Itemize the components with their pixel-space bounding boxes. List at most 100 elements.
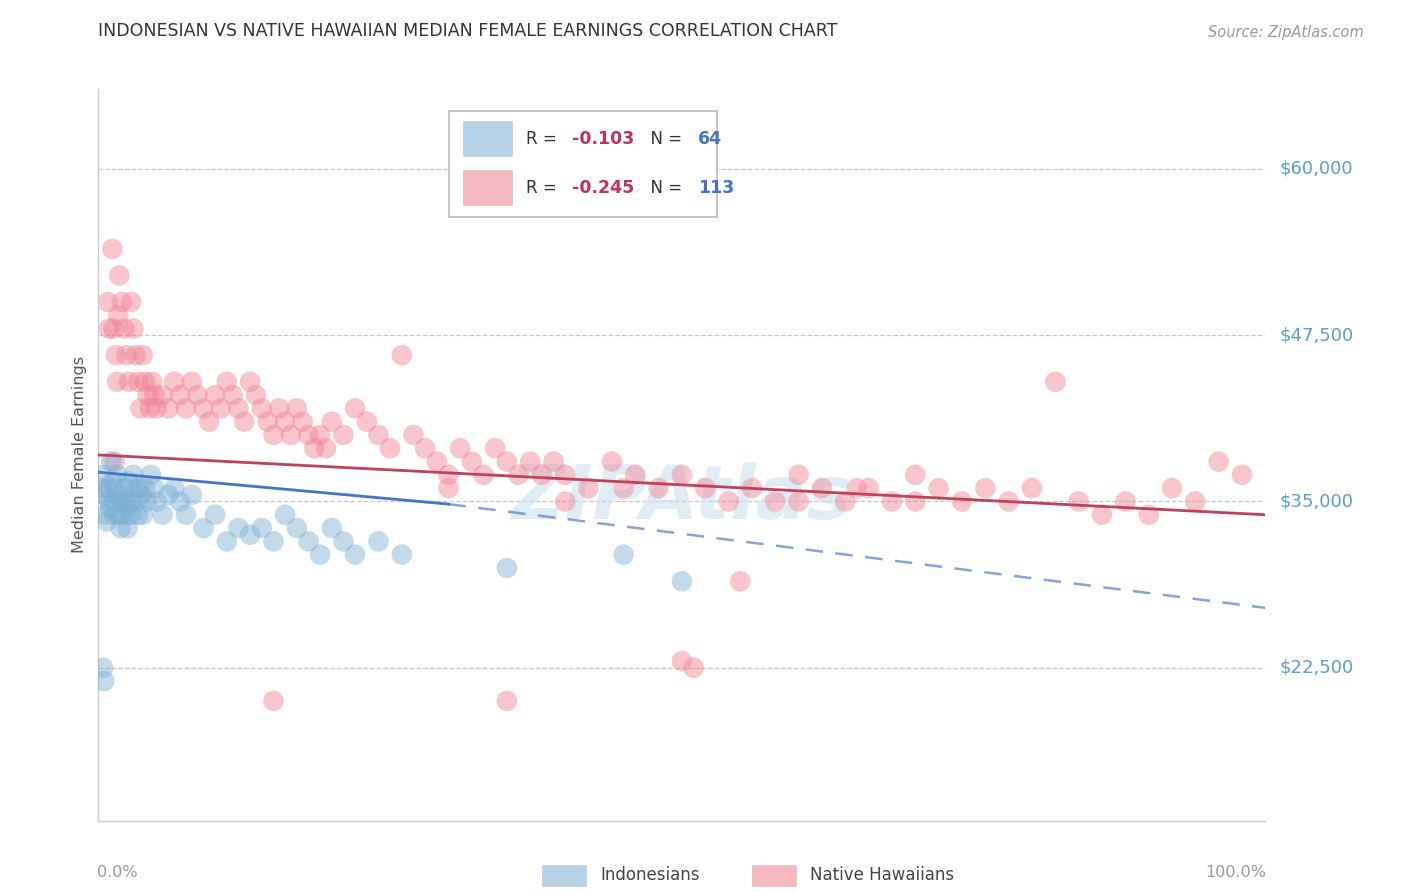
Point — [157, 488, 180, 502]
Point — [763, 494, 786, 508]
Point — [239, 375, 262, 389]
Point — [193, 521, 215, 535]
Point — [297, 534, 319, 549]
Point — [554, 467, 576, 482]
Point — [174, 401, 197, 416]
Point — [146, 401, 169, 416]
Point — [122, 321, 145, 335]
Point — [543, 454, 565, 468]
Point — [134, 481, 156, 495]
Point — [127, 508, 149, 522]
Point — [239, 527, 262, 541]
Point — [309, 428, 332, 442]
Point — [118, 494, 141, 508]
Point — [1114, 494, 1136, 508]
Point — [344, 548, 367, 562]
Point — [120, 295, 142, 310]
Point — [94, 508, 117, 522]
Point — [91, 467, 114, 482]
Point — [132, 348, 155, 362]
Point — [101, 242, 124, 256]
Point — [391, 548, 413, 562]
Point — [228, 521, 250, 535]
Point — [187, 388, 209, 402]
Point — [118, 475, 141, 489]
Point — [209, 401, 232, 416]
Point — [100, 454, 122, 468]
Text: 113: 113 — [699, 179, 734, 197]
Text: -0.245: -0.245 — [572, 179, 634, 197]
Point — [163, 375, 186, 389]
Point — [180, 488, 202, 502]
Point — [114, 494, 136, 508]
Point — [169, 494, 191, 508]
Point — [125, 348, 148, 362]
Point — [1184, 494, 1206, 508]
Point — [413, 442, 436, 456]
Point — [811, 481, 834, 495]
Point — [118, 375, 141, 389]
Point — [143, 388, 166, 402]
Point — [1067, 494, 1090, 508]
Point — [508, 467, 530, 482]
Point — [612, 548, 634, 562]
Point — [356, 415, 378, 429]
Point — [262, 428, 284, 442]
Point — [787, 467, 810, 482]
Point — [93, 488, 115, 502]
Point — [110, 521, 132, 535]
Point — [845, 481, 868, 495]
Bar — [752, 864, 796, 887]
Point — [262, 534, 284, 549]
Point — [262, 694, 284, 708]
Point — [274, 415, 297, 429]
Point — [378, 442, 402, 456]
Point — [108, 268, 131, 283]
Point — [695, 481, 717, 495]
Point — [152, 508, 174, 522]
Point — [624, 467, 647, 482]
Point — [108, 508, 131, 522]
Point — [647, 481, 669, 495]
Point — [111, 494, 134, 508]
Point — [91, 661, 114, 675]
Point — [139, 401, 162, 416]
Point — [671, 574, 693, 589]
Point — [136, 494, 159, 508]
Point — [250, 521, 273, 535]
Point — [215, 375, 238, 389]
Point — [125, 481, 148, 495]
Bar — [541, 864, 586, 887]
Point — [90, 481, 112, 495]
Point — [250, 401, 273, 416]
Point — [321, 521, 343, 535]
Bar — [463, 170, 512, 205]
Point — [285, 521, 308, 535]
Text: Indonesians: Indonesians — [600, 866, 700, 885]
Point — [125, 494, 148, 508]
Point — [174, 508, 197, 522]
Point — [578, 481, 600, 495]
Point — [233, 415, 256, 429]
Point — [717, 494, 740, 508]
Point — [304, 442, 326, 456]
Text: INDONESIAN VS NATIVE HAWAIIAN MEDIAN FEMALE EARNINGS CORRELATION CHART: INDONESIAN VS NATIVE HAWAIIAN MEDIAN FEM… — [98, 22, 838, 40]
Point — [122, 467, 145, 482]
Text: R =: R = — [526, 179, 561, 197]
Text: $60,000: $60,000 — [1279, 160, 1353, 178]
Point — [97, 481, 120, 495]
Point — [332, 428, 354, 442]
Point — [193, 401, 215, 416]
Point — [104, 454, 127, 468]
Point — [141, 375, 163, 389]
Text: R =: R = — [526, 130, 561, 148]
Point — [437, 481, 460, 495]
Point — [98, 501, 121, 516]
Point — [285, 401, 308, 416]
Point — [115, 501, 138, 516]
Point — [950, 494, 973, 508]
Point — [612, 481, 634, 495]
Point — [495, 561, 517, 575]
Point — [495, 694, 517, 708]
Point — [132, 508, 155, 522]
